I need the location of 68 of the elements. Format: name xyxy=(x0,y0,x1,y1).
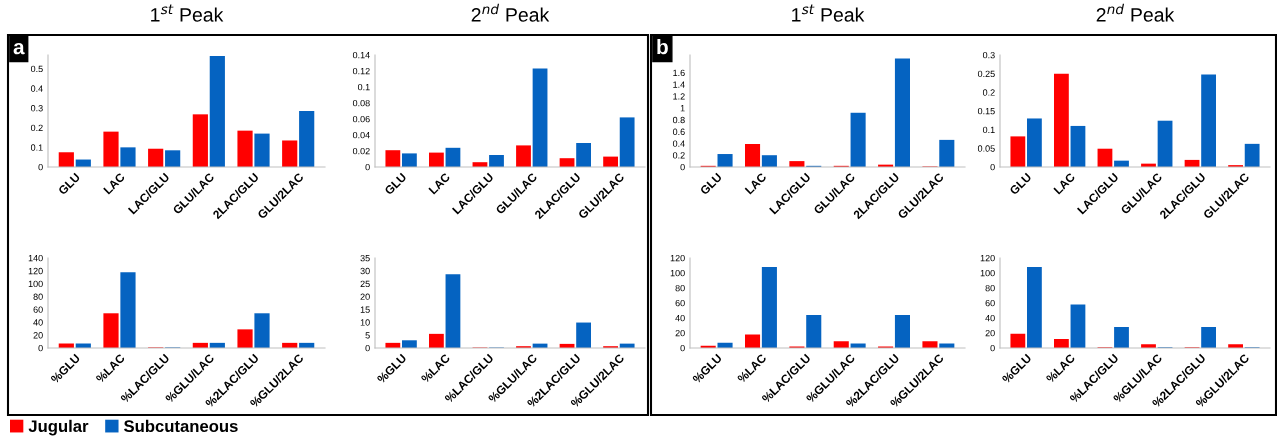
y-tick-label: 0.2 xyxy=(982,89,995,96)
legend-label: Jugular xyxy=(28,419,89,436)
y-tick-label: 0 xyxy=(990,344,995,352)
y-tick-label: 0.06 xyxy=(352,115,370,123)
chart-title: 2$^{nd}$ Peak xyxy=(471,3,550,22)
text: b xyxy=(657,39,668,55)
y-tick-label: 20 xyxy=(360,293,370,300)
y-tick-label: 0.2 xyxy=(672,152,685,159)
y-tick-label: 0.4 xyxy=(672,140,685,147)
y-tick-label: 80 xyxy=(33,293,43,300)
y-tick-label: 140 xyxy=(28,254,43,262)
y-tick-label: 30 xyxy=(360,267,370,275)
y-tick-label: 0 xyxy=(680,163,685,171)
y-tick-label: 0.1 xyxy=(30,144,43,151)
y-tick-label: 100 xyxy=(28,280,43,288)
text: a xyxy=(13,42,25,55)
y-tick-label: 0.14 xyxy=(352,51,370,59)
y-tick-label: 15 xyxy=(360,306,370,313)
y-tick-label: 20 xyxy=(675,329,685,337)
y-tick-label: 80 xyxy=(675,284,685,292)
legend-label: Subcutaneous xyxy=(124,419,238,433)
y-tick-label: 100 xyxy=(980,269,995,277)
y-tick-label: 1.6 xyxy=(673,69,685,77)
y-tick-label: 0.1 xyxy=(982,126,995,134)
y-tick-label: 120 xyxy=(670,254,685,262)
y-tick-label: 0.04 xyxy=(352,131,370,139)
y-tick-label: 1.2 xyxy=(673,93,685,100)
y-tick-label: 60 xyxy=(985,299,995,307)
y-tick-label: 20 xyxy=(33,332,43,339)
y-tick-label: 0.5 xyxy=(30,65,43,73)
y-tick-label: 0.02 xyxy=(352,147,370,155)
y-tick-label: 0.3 xyxy=(30,105,43,112)
y-tick-label: 10 xyxy=(360,319,370,326)
y-tick-label: 40 xyxy=(985,314,995,322)
y-tick-label: 0.15 xyxy=(977,107,995,115)
chart-title: 2$^{nd}$ Peak xyxy=(1096,3,1175,22)
y-tick-label: 0 xyxy=(38,163,43,171)
y-tick-label: 0 xyxy=(38,344,43,352)
chart-title: 1$^{st}$ Peak xyxy=(151,4,224,22)
y-tick-label: 60 xyxy=(33,306,43,313)
y-tick-label: 0.1 xyxy=(357,83,370,91)
y-tick-label: 0 xyxy=(365,344,370,352)
y-tick-label: 0 xyxy=(680,344,685,352)
y-tick-label: 0 xyxy=(990,163,995,171)
y-tick-label: 35 xyxy=(360,254,370,262)
y-tick-label: 40 xyxy=(675,314,685,322)
y-tick-label: 120 xyxy=(980,254,995,262)
y-tick-label: 120 xyxy=(28,267,43,275)
y-tick-label: 0.6 xyxy=(672,128,685,135)
chart-title: 1$^{st}$ Peak xyxy=(792,4,865,22)
y-tick-label: 40 xyxy=(33,319,43,326)
y-tick-label: 0.12 xyxy=(352,67,370,75)
y-tick-label: 0 xyxy=(365,163,370,171)
y-tick-label: 100 xyxy=(670,269,685,277)
y-tick-label: 1 xyxy=(680,105,685,112)
y-tick-label: 0.05 xyxy=(977,145,995,152)
y-tick-label: 60 xyxy=(675,299,685,307)
y-tick-label: 20 xyxy=(985,329,995,337)
y-tick-label: 0.8 xyxy=(672,116,685,124)
y-tick-label: 80 xyxy=(985,284,995,292)
y-tick-label: 0.25 xyxy=(977,70,995,78)
y-tick-label: 0.4 xyxy=(30,85,43,92)
y-tick-label: 5 xyxy=(365,332,370,339)
y-tick-label: 0.3 xyxy=(982,51,995,59)
y-tick-label: 0.2 xyxy=(30,124,43,132)
y-tick-label: 25 xyxy=(360,280,370,288)
y-tick-label: 0.08 xyxy=(352,99,370,107)
y-tick-label: 1.4 xyxy=(673,81,685,88)
